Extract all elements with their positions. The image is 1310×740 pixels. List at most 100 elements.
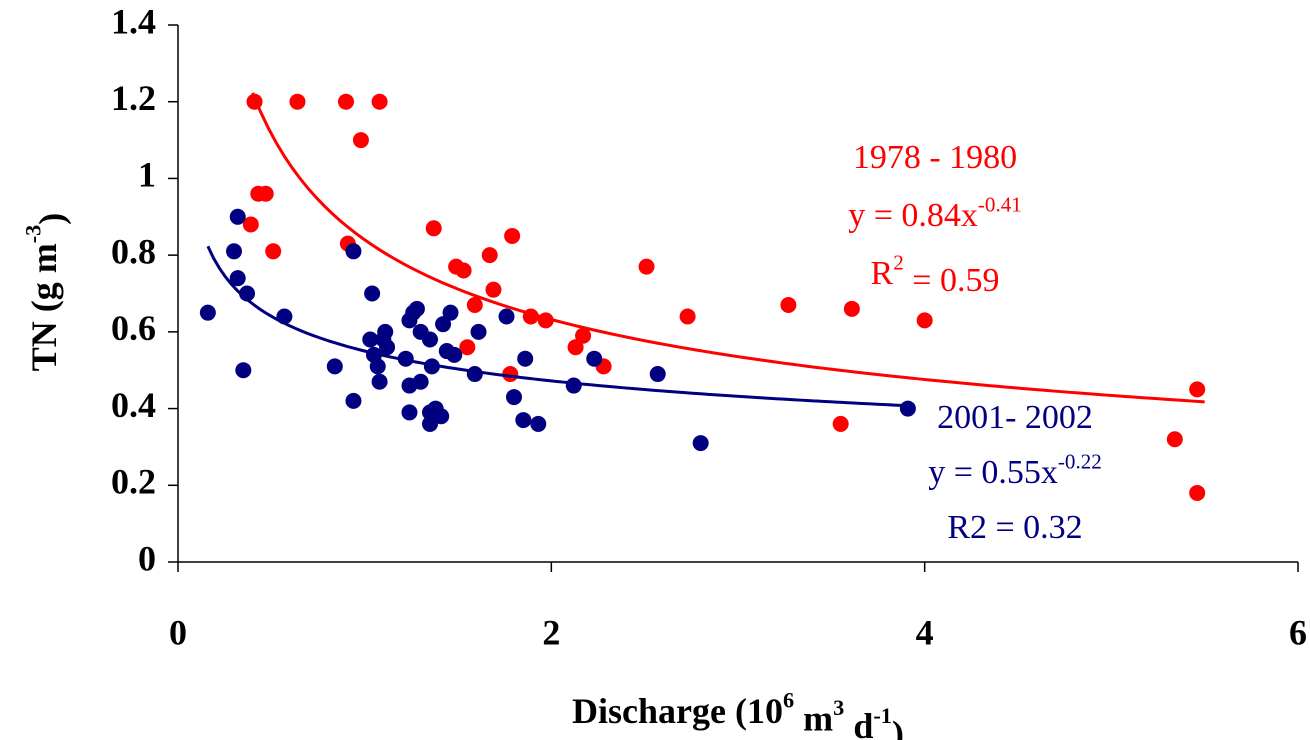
point	[352, 132, 369, 149]
point	[229, 208, 246, 225]
point	[257, 185, 274, 202]
point	[289, 93, 306, 110]
point	[843, 300, 860, 317]
point	[638, 258, 655, 275]
annotation: y = 0.84x-0.41	[848, 192, 1022, 234]
superscript: 2	[893, 250, 904, 274]
text-part: y = 0.84x	[848, 197, 978, 234]
point	[375, 331, 392, 348]
y-tick-label: 0.8	[111, 231, 156, 271]
point	[515, 412, 532, 429]
point	[397, 350, 414, 367]
point	[345, 243, 362, 260]
x-tick-label: 4	[916, 612, 934, 652]
annotation: 2001- 2002	[937, 399, 1093, 436]
text-part: = 0.59	[904, 262, 1000, 299]
point	[242, 216, 259, 233]
point	[412, 373, 429, 390]
text-part: )	[892, 714, 904, 740]
text-part: TN (g m	[24, 243, 64, 371]
point	[276, 308, 293, 325]
text-part: 2001- 2002	[937, 399, 1093, 436]
x-tick-label: 6	[1289, 612, 1307, 652]
superscript: -1	[873, 703, 892, 728]
point	[422, 331, 438, 348]
point	[423, 358, 440, 375]
point	[466, 366, 483, 383]
point	[433, 408, 450, 425]
point	[239, 285, 256, 302]
point	[780, 297, 797, 314]
x-tick-label: 2	[542, 612, 560, 652]
text-part: Discharge (10	[572, 691, 783, 731]
point	[498, 308, 515, 325]
x-axis-label: Discharge (106 m3 d-1)	[572, 688, 904, 740]
trend-line	[251, 92, 1205, 404]
point	[326, 358, 343, 375]
point	[425, 220, 442, 237]
point	[537, 312, 554, 329]
text-part: m	[794, 699, 833, 739]
point	[235, 362, 252, 379]
text-part: y = 0.55x	[928, 454, 1058, 491]
point	[371, 93, 388, 110]
superscript: 6	[783, 688, 794, 713]
point	[226, 243, 242, 260]
point	[371, 373, 388, 390]
point	[338, 93, 354, 110]
point	[265, 243, 282, 260]
superscript: -0.41	[978, 192, 1022, 216]
point	[455, 262, 472, 279]
point	[199, 304, 216, 321]
point	[481, 247, 498, 264]
point	[401, 404, 418, 421]
point	[362, 331, 379, 348]
point	[517, 350, 534, 367]
point	[692, 435, 709, 452]
point	[470, 323, 487, 340]
text-part: R2 = 0.32	[947, 509, 1082, 546]
annotation: R2 = 0.32	[947, 509, 1082, 546]
point	[567, 339, 584, 356]
point	[485, 281, 502, 298]
point	[1166, 431, 1183, 448]
point	[422, 415, 438, 432]
point	[565, 377, 582, 394]
point	[575, 327, 592, 344]
point	[586, 350, 603, 367]
annotation: y = 0.55x-0.22	[928, 449, 1102, 491]
point	[446, 346, 463, 363]
point	[1189, 381, 1206, 398]
trend-line	[206, 245, 907, 408]
y-tick-label: 1.4	[111, 1, 156, 41]
point	[916, 312, 933, 329]
text-part: d	[844, 706, 873, 740]
text-part: )	[32, 213, 72, 225]
point	[408, 300, 425, 317]
point	[522, 308, 539, 325]
annotation: R2 = 0.59	[871, 250, 1000, 299]
y-tick-label: 0	[138, 538, 156, 578]
superscript: 3	[833, 695, 844, 720]
y-tick-label: 0.4	[111, 385, 156, 425]
point	[369, 358, 386, 375]
point	[364, 285, 381, 302]
point	[899, 400, 916, 417]
y-tick-label: 1.2	[111, 78, 156, 118]
superscript: -0.22	[1058, 449, 1102, 473]
text-part: 1978 - 1980	[853, 139, 1017, 176]
point	[435, 316, 452, 333]
point	[229, 270, 246, 287]
point	[466, 297, 483, 314]
point	[246, 93, 263, 110]
y-tick-label: 0.2	[111, 462, 156, 502]
superscript: -3	[21, 225, 46, 244]
point	[530, 415, 547, 432]
y-axis-label: TN (g m-3)	[21, 213, 72, 372]
point	[442, 304, 459, 321]
y-tick-label: 1	[138, 155, 156, 195]
point	[649, 366, 666, 383]
point	[506, 389, 522, 406]
x-tick-label: 0	[169, 612, 187, 652]
